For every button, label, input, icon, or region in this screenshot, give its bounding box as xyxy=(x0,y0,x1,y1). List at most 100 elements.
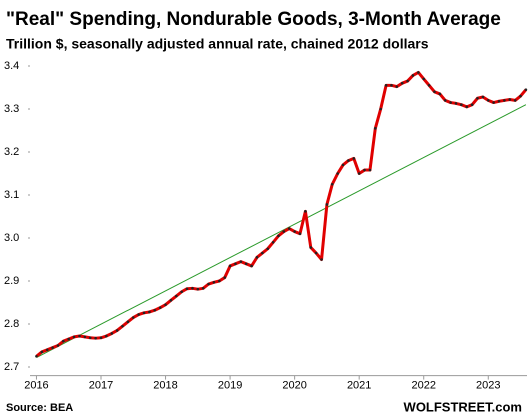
point xyxy=(56,344,60,347)
point xyxy=(314,251,318,255)
point xyxy=(282,230,286,233)
point xyxy=(35,354,38,358)
point xyxy=(228,264,232,268)
point xyxy=(110,332,114,335)
point xyxy=(298,232,302,235)
point xyxy=(126,320,130,324)
point xyxy=(390,84,393,87)
point xyxy=(513,99,517,102)
point xyxy=(406,79,409,83)
y-tick-label: 3.2 xyxy=(4,146,19,158)
point xyxy=(330,182,334,186)
point xyxy=(137,313,140,316)
point xyxy=(438,92,442,96)
point xyxy=(287,227,291,230)
point xyxy=(352,157,356,160)
point xyxy=(395,85,399,88)
point xyxy=(304,210,307,213)
chart-title: "Real" Spending, Nondurable Goods, 3-Mon… xyxy=(6,9,501,30)
point xyxy=(131,316,135,319)
point xyxy=(234,262,237,266)
point xyxy=(465,105,469,109)
point xyxy=(115,329,119,332)
point xyxy=(185,287,189,291)
x-tick-label: 2016 xyxy=(24,380,48,392)
x-tick-label: 2018 xyxy=(153,380,177,392)
point xyxy=(374,127,377,130)
x-tick-label: 2019 xyxy=(218,380,242,392)
y-tick-label: 3.3 xyxy=(4,103,19,115)
point xyxy=(142,311,146,315)
point xyxy=(175,294,178,298)
point xyxy=(422,77,426,81)
point xyxy=(94,336,97,340)
point xyxy=(470,103,474,106)
y-tick-label: 3.0 xyxy=(4,232,19,244)
point xyxy=(250,264,253,268)
point xyxy=(443,99,447,102)
series-line xyxy=(35,70,528,358)
point xyxy=(347,159,350,162)
point xyxy=(88,336,92,340)
point xyxy=(207,282,210,286)
point xyxy=(476,96,479,100)
point xyxy=(67,337,71,341)
point xyxy=(417,71,420,74)
point xyxy=(336,172,339,175)
point xyxy=(433,90,436,94)
point xyxy=(427,84,431,87)
point xyxy=(363,168,366,172)
y-tick-label: 3.4 xyxy=(4,60,19,72)
point xyxy=(148,310,151,314)
x-tick-label: 2017 xyxy=(89,380,113,392)
point xyxy=(368,168,372,172)
point xyxy=(400,81,404,85)
point xyxy=(454,102,458,105)
point xyxy=(62,339,65,343)
point xyxy=(153,308,157,312)
point xyxy=(180,290,183,294)
point xyxy=(255,256,259,259)
point xyxy=(320,258,323,261)
point xyxy=(201,287,205,290)
point xyxy=(481,95,485,99)
point xyxy=(384,84,388,87)
point xyxy=(212,280,216,284)
point xyxy=(460,103,463,106)
y-tick-label: 2.9 xyxy=(4,275,19,287)
point xyxy=(341,163,345,167)
x-tick-label: 2023 xyxy=(476,380,500,392)
point xyxy=(164,303,167,306)
x-tick-label: 2020 xyxy=(282,380,306,392)
point xyxy=(244,262,248,266)
point xyxy=(223,276,227,279)
point xyxy=(83,335,87,339)
point xyxy=(196,287,200,291)
point xyxy=(508,98,512,101)
chart-subtitle: Trillion $, seasonally adjusted annual r… xyxy=(6,36,429,52)
point xyxy=(524,88,528,91)
point xyxy=(239,260,243,263)
point xyxy=(309,246,313,249)
point xyxy=(45,348,49,352)
trend-line xyxy=(36,104,527,358)
point xyxy=(266,247,270,251)
y-tick-label: 2.8 xyxy=(4,318,19,330)
point xyxy=(492,101,495,104)
y-tick-label: 2.7 xyxy=(4,361,19,373)
point xyxy=(218,279,221,283)
point xyxy=(497,99,501,103)
point xyxy=(379,107,382,111)
y-tick-label: 3.1 xyxy=(4,189,19,201)
source: Source: BEA xyxy=(6,402,73,414)
point xyxy=(486,99,490,102)
point xyxy=(51,346,54,349)
point xyxy=(325,203,329,206)
point xyxy=(271,241,275,244)
point xyxy=(40,350,44,354)
point xyxy=(519,94,522,98)
point xyxy=(121,324,124,328)
point xyxy=(99,336,103,340)
point xyxy=(277,234,280,238)
